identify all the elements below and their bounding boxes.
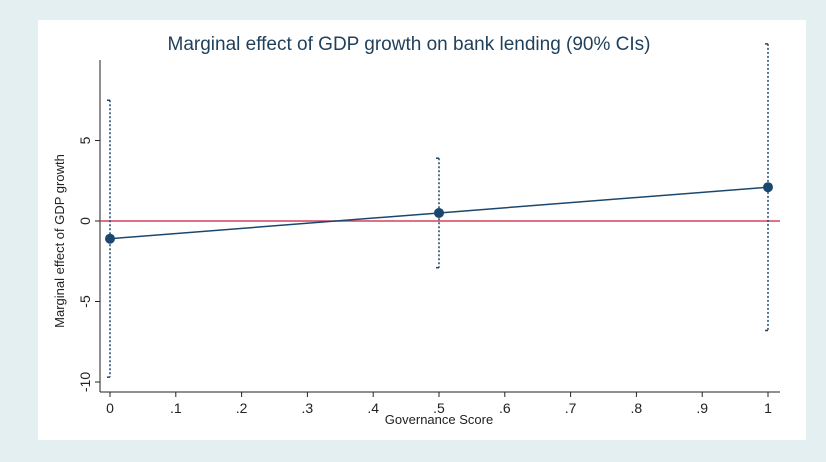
data-point <box>434 207 444 218</box>
x-tick-label: .2 <box>236 400 248 416</box>
confidence-intervals <box>107 43 769 378</box>
x-tick-label: .4 <box>367 400 379 416</box>
y-tick-label: -5 <box>77 295 93 308</box>
y-tick-label: 0 <box>77 217 93 225</box>
x-tick-label: 0 <box>106 400 114 416</box>
y-axis-label: Marginal effect of GDP growth <box>52 154 67 328</box>
y-axis-ticks: -10 -5 0 5 <box>77 136 100 392</box>
chart-figure: Marginal effect of GDP growth on bank le… <box>38 20 806 440</box>
x-tick-label: .1 <box>170 400 182 416</box>
x-tick-label: 1 <box>764 400 772 416</box>
x-tick-label: .5 <box>433 400 445 416</box>
chart-title: Marginal effect of GDP growth on bank le… <box>168 34 651 55</box>
marginal-effect-chart: Marginal effect of GDP growth on bank le… <box>52 34 780 427</box>
confidence-interval <box>107 99 111 378</box>
x-axis-ticks: 0 .1 .2 .3 .4 .5 .6 .7 .8 .9 1 <box>106 392 772 416</box>
confidence-interval <box>765 43 769 332</box>
x-tick-label: .9 <box>696 400 708 416</box>
data-point <box>105 233 115 244</box>
x-tick-label: .6 <box>499 400 511 416</box>
marginal-effect-points <box>105 182 773 244</box>
x-axis-label: Governance Score <box>385 412 493 427</box>
y-tick-label: -10 <box>77 372 93 392</box>
x-tick-label: .8 <box>631 400 643 416</box>
y-tick-label: 5 <box>77 136 93 144</box>
x-tick-label: .7 <box>565 400 577 416</box>
confidence-interval <box>436 157 440 269</box>
data-point <box>763 182 773 193</box>
x-tick-label: .3 <box>302 400 314 416</box>
